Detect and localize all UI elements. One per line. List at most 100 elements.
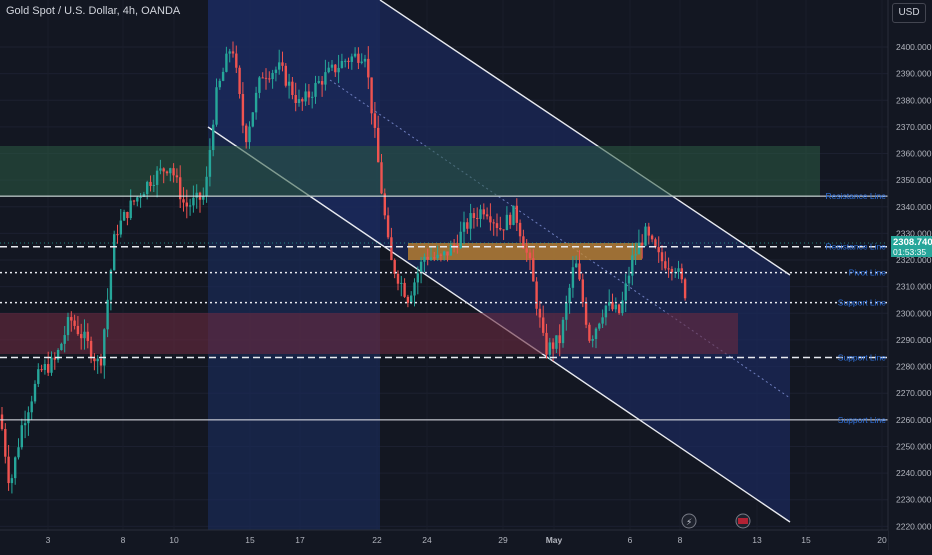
candle-body [113, 234, 116, 271]
candle-body [383, 193, 386, 216]
candle-body [202, 196, 205, 200]
candle-body [10, 478, 14, 484]
candle-body [555, 335, 558, 349]
candle-body [83, 331, 86, 339]
chart-title: Gold Spot / U.S. Dollar, 4h, OANDA [6, 5, 181, 17]
candle-body [317, 81, 320, 83]
x-tick-label: 15 [801, 535, 811, 545]
candle-body [614, 304, 617, 310]
candle-body [33, 383, 37, 402]
last-price-tag: 2308.740 01:53:35 [891, 236, 932, 257]
candle-body [413, 282, 416, 296]
candle-body [581, 279, 584, 303]
line-label: Support Line [838, 352, 886, 362]
candle-body [677, 268, 680, 272]
line-label: Resistance Line [826, 191, 887, 201]
candle-body [40, 369, 43, 371]
candle-body [86, 331, 89, 341]
candle-body [93, 358, 96, 362]
line-label: Pivot Line [849, 268, 887, 278]
candle-body [644, 226, 647, 246]
candle-body [489, 216, 492, 223]
candle-body [192, 197, 195, 206]
candle-body [294, 94, 297, 104]
candle-body [268, 78, 271, 80]
candle-body [334, 64, 337, 73]
candle-body [370, 77, 373, 114]
candle-body [116, 234, 119, 236]
candle-body [30, 401, 33, 413]
candle-body [403, 282, 406, 297]
x-tick-label: 8 [121, 535, 126, 545]
candle-body [647, 226, 650, 236]
candle-body [14, 457, 17, 479]
candle-body [307, 91, 311, 98]
candle-body [548, 342, 551, 355]
candle-body [139, 196, 142, 198]
candle-body [56, 349, 60, 360]
y-tick-label: 2400.000 [896, 42, 932, 52]
candle-body [106, 299, 109, 330]
y-tick-label: 2380.000 [896, 95, 932, 105]
candle-body [80, 334, 83, 339]
candle-body [485, 214, 489, 217]
candle-body [155, 170, 159, 185]
candle-body [611, 302, 614, 310]
candle-body [258, 77, 261, 93]
candle-body [238, 67, 241, 95]
x-tick-label: 13 [752, 535, 762, 545]
candle-body [301, 99, 304, 102]
time-axis[interactable] [0, 530, 888, 550]
candle-body [565, 303, 568, 320]
candle-body [512, 205, 515, 225]
candle-body [353, 53, 357, 57]
candle-body [680, 268, 683, 280]
candle-body [591, 339, 594, 341]
channel-upper-line[interactable] [379, 0, 791, 276]
candle-body [43, 364, 47, 370]
candle-body [271, 72, 274, 79]
candle-body [459, 231, 462, 248]
candle-body [479, 209, 482, 219]
candle-body [274, 69, 278, 73]
currency-button[interactable]: USD [892, 3, 926, 23]
candle-body [657, 247, 660, 253]
candle-body [281, 62, 284, 66]
y-tick-label: 2250.000 [896, 441, 932, 451]
candle-body [436, 254, 439, 259]
price-axis[interactable] [888, 0, 932, 550]
candle-body [416, 273, 419, 283]
candle-body [499, 227, 502, 230]
candle-body [423, 256, 426, 262]
x-tick-label: 29 [498, 535, 508, 545]
candle-body [96, 358, 99, 362]
y-tick-label: 2280.000 [896, 362, 932, 372]
candle-body [410, 295, 413, 303]
candle-body [419, 261, 423, 274]
candle-body [598, 323, 601, 329]
candle-body [363, 58, 367, 62]
flash-icon[interactable]: ⚡ [681, 513, 697, 529]
x-tick-label: 20 [877, 535, 887, 545]
candle-body [390, 237, 393, 261]
candle-body [142, 194, 146, 197]
candle-body [136, 197, 139, 202]
candle-body [466, 222, 469, 229]
x-tick-label: 17 [295, 535, 305, 545]
candle-body [231, 51, 235, 54]
candle-body [344, 60, 347, 62]
candle-body [683, 279, 687, 299]
candle-body [327, 67, 330, 73]
candle-body [162, 168, 165, 172]
candle-body [149, 181, 152, 186]
last-price-countdown: 01:53:35 [893, 247, 926, 257]
candle-body [119, 220, 122, 235]
candle-body [476, 218, 479, 220]
candle-body [195, 192, 198, 198]
flag-icon[interactable] [735, 513, 751, 529]
candle-body [578, 263, 581, 280]
candle-body [218, 80, 221, 88]
candle-body [47, 364, 50, 373]
